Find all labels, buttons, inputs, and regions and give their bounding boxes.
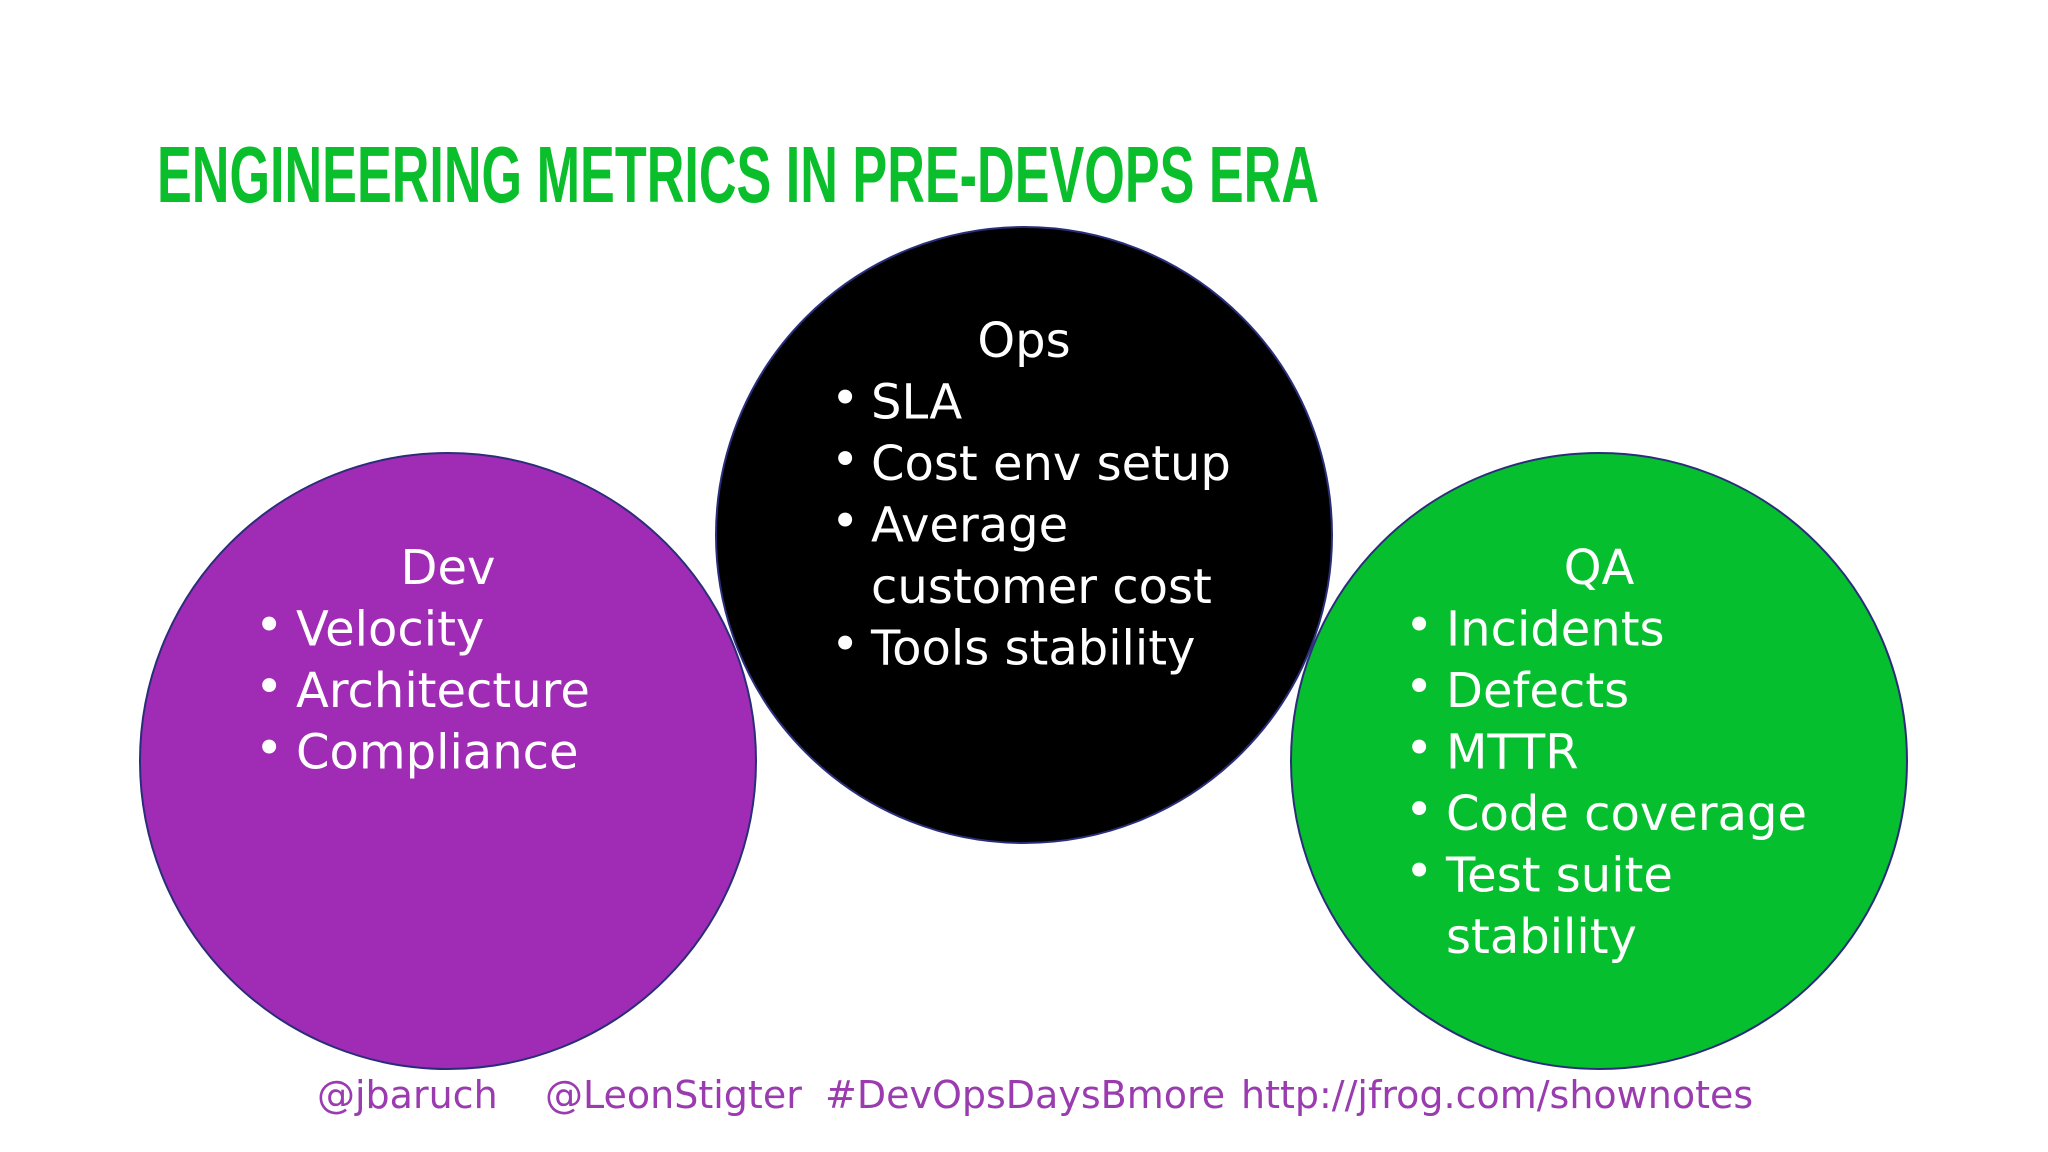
circle-label: QA [1564, 540, 1635, 596]
list-item: Test suite [1445, 848, 1673, 904]
dev-circle [139, 452, 757, 1070]
bullet: • [1405, 844, 1433, 900]
qa-circle [1290, 452, 1908, 1070]
footer-link: #DevOpsDaysBmore [825, 1073, 1225, 1117]
bullet: • [831, 432, 859, 488]
list-item: MTTR [1446, 725, 1579, 781]
circle-texts: Dev• Velocity• Architecture• ComplianceOps•… [255, 313, 1807, 965]
bullet: • [1405, 721, 1433, 777]
list-item: SLA [871, 375, 962, 431]
list-item: Architecture [296, 663, 590, 719]
list-item: Cost env setup [871, 436, 1231, 492]
list-item: stability [1446, 909, 1637, 965]
list-item: Defects [1446, 663, 1629, 719]
bullet: • [831, 371, 859, 427]
list-item: Compliance [296, 725, 579, 781]
bullet: • [255, 659, 283, 715]
footer-link: @LeonStigter [545, 1073, 802, 1117]
bullet: • [1405, 659, 1433, 715]
bullet: • [831, 494, 859, 550]
footer: @jbaruch @LeonStigter #DevOpsDaysBmore http… [317, 1073, 1753, 1117]
list-item: Incidents [1446, 602, 1665, 658]
list-item: Velocity [296, 602, 484, 658]
list-item: Tools stability [870, 621, 1195, 677]
bullet: • [831, 617, 859, 673]
bullet: • [255, 721, 283, 777]
list-item: customer cost [871, 559, 1212, 615]
footer-link: @jbaruch [317, 1073, 498, 1117]
list-item: Average [871, 498, 1068, 554]
circle-label: Dev [401, 540, 496, 596]
bullet: • [1405, 782, 1433, 838]
bullet: • [1405, 598, 1433, 654]
bullet: • [255, 598, 283, 654]
list-item: Code coverage [1446, 786, 1807, 842]
circle-label: Ops [977, 313, 1070, 369]
slide-title: ENGINEERING METRICS IN PRE-DEVOPS ERA [157, 130, 1319, 219]
footer-link: http://jfrog.com/shownotes [1241, 1073, 1753, 1117]
ops-circle [715, 226, 1333, 844]
